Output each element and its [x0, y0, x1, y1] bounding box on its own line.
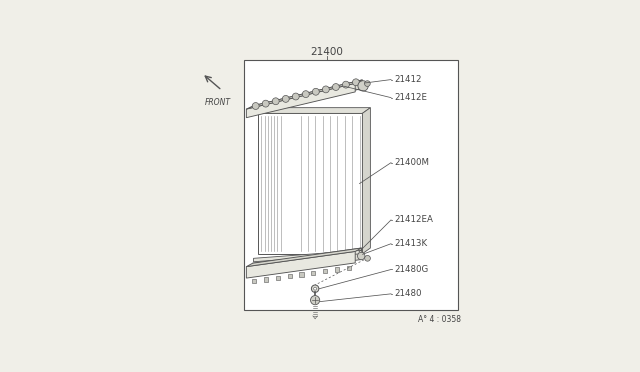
Polygon shape [246, 83, 355, 118]
Text: 21400M: 21400M [394, 158, 429, 167]
Circle shape [312, 88, 319, 95]
Circle shape [262, 100, 269, 107]
Polygon shape [264, 278, 268, 282]
Polygon shape [246, 248, 362, 267]
Circle shape [310, 296, 320, 305]
Polygon shape [246, 80, 362, 109]
Circle shape [358, 252, 365, 260]
Text: A° 4 : 0358: A° 4 : 0358 [418, 315, 461, 324]
Text: 21412: 21412 [394, 75, 421, 84]
Circle shape [312, 285, 319, 292]
Polygon shape [276, 276, 280, 280]
Polygon shape [335, 267, 339, 272]
Circle shape [332, 84, 339, 90]
Text: 21413K: 21413K [394, 239, 427, 248]
Circle shape [358, 81, 368, 91]
Circle shape [365, 81, 371, 86]
Text: 21400: 21400 [310, 47, 343, 57]
Polygon shape [347, 266, 351, 270]
Text: FRONT: FRONT [205, 97, 231, 107]
Circle shape [353, 79, 360, 86]
Polygon shape [258, 113, 362, 254]
Circle shape [314, 287, 317, 290]
Polygon shape [253, 248, 362, 275]
Polygon shape [253, 80, 362, 114]
Circle shape [292, 93, 300, 100]
Polygon shape [258, 108, 371, 113]
Polygon shape [246, 251, 355, 278]
Text: 21480: 21480 [394, 289, 421, 298]
Polygon shape [252, 279, 257, 283]
Polygon shape [362, 108, 371, 254]
Circle shape [323, 86, 330, 93]
Circle shape [272, 98, 279, 105]
Circle shape [252, 103, 259, 109]
Text: 21480G: 21480G [394, 265, 428, 274]
Circle shape [282, 96, 289, 102]
Text: 21412EA: 21412EA [394, 215, 433, 224]
Polygon shape [323, 269, 327, 273]
Polygon shape [253, 250, 362, 262]
Polygon shape [287, 274, 292, 278]
Bar [243, 60, 458, 310]
Text: 21412E: 21412E [394, 93, 427, 102]
Polygon shape [300, 272, 303, 277]
Circle shape [342, 81, 349, 88]
Polygon shape [311, 271, 316, 275]
Circle shape [365, 256, 371, 261]
Circle shape [302, 91, 309, 97]
